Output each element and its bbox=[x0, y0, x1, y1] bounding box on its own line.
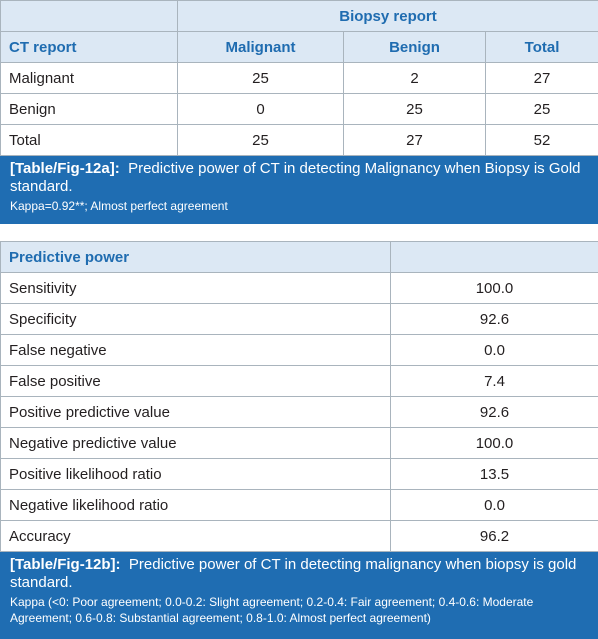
row-header: CT report bbox=[1, 32, 178, 63]
header-row: Predictive power bbox=[1, 242, 598, 273]
row-label: Negative predictive value bbox=[1, 428, 391, 459]
header-row: Biopsy report bbox=[1, 1, 598, 32]
cell: 25 bbox=[178, 63, 344, 94]
cell: 27 bbox=[344, 125, 486, 156]
cell: 92.6 bbox=[391, 304, 598, 335]
row-label: Accuracy bbox=[1, 521, 391, 552]
empty-cell bbox=[1, 1, 178, 32]
row-label: Positive predictive value bbox=[1, 397, 391, 428]
row-label: Positive likelihood ratio bbox=[1, 459, 391, 490]
cell: 0.0 bbox=[391, 490, 598, 521]
caption-label: [Table/Fig-12a]: bbox=[10, 160, 120, 177]
column-header: Total bbox=[486, 32, 598, 63]
column-header: Malignant bbox=[178, 32, 344, 63]
cell: 27 bbox=[486, 63, 598, 94]
row-label: Malignant bbox=[1, 63, 178, 94]
spanning-header: Biopsy report bbox=[178, 1, 598, 32]
column-header: Benign bbox=[344, 32, 486, 63]
row-label: False negative bbox=[1, 335, 391, 366]
cell: 100.0 bbox=[391, 273, 598, 304]
caption-note: Kappa (<0: Poor agreement; 0.0-0.2: Slig… bbox=[10, 594, 590, 626]
cell: 7.4 bbox=[391, 366, 598, 397]
cell: 25 bbox=[178, 125, 344, 156]
cell: 52 bbox=[486, 125, 598, 156]
cell: 96.2 bbox=[391, 521, 598, 552]
cell: 0.0 bbox=[391, 335, 598, 366]
cell: 92.6 bbox=[391, 397, 598, 428]
row-label: Negative likelihood ratio bbox=[1, 490, 391, 521]
caption-label: [Table/Fig-12b]: bbox=[10, 556, 121, 573]
cell: 100.0 bbox=[391, 428, 598, 459]
cell: 25 bbox=[486, 94, 598, 125]
cell: 25 bbox=[344, 94, 486, 125]
cell: 2 bbox=[344, 63, 486, 94]
row-label: False positive bbox=[1, 366, 391, 397]
caption-b: [Table/Fig-12b]: Predictive power of CT … bbox=[0, 552, 598, 639]
column-header: Predictive power bbox=[1, 242, 391, 273]
row-label: Benign bbox=[1, 94, 178, 125]
caption-a: [Table/Fig-12a]: Predictive power of CT … bbox=[0, 156, 598, 224]
row-label: Sensitivity bbox=[1, 273, 391, 304]
empty-cell bbox=[391, 242, 598, 273]
row-label: Specificity bbox=[1, 304, 391, 335]
caption-note: Kappa=0.92**; Almost perfect agreement bbox=[10, 198, 590, 214]
cell: 13.5 bbox=[391, 459, 598, 490]
cell: 0 bbox=[178, 94, 344, 125]
row-label: Total bbox=[1, 125, 178, 156]
